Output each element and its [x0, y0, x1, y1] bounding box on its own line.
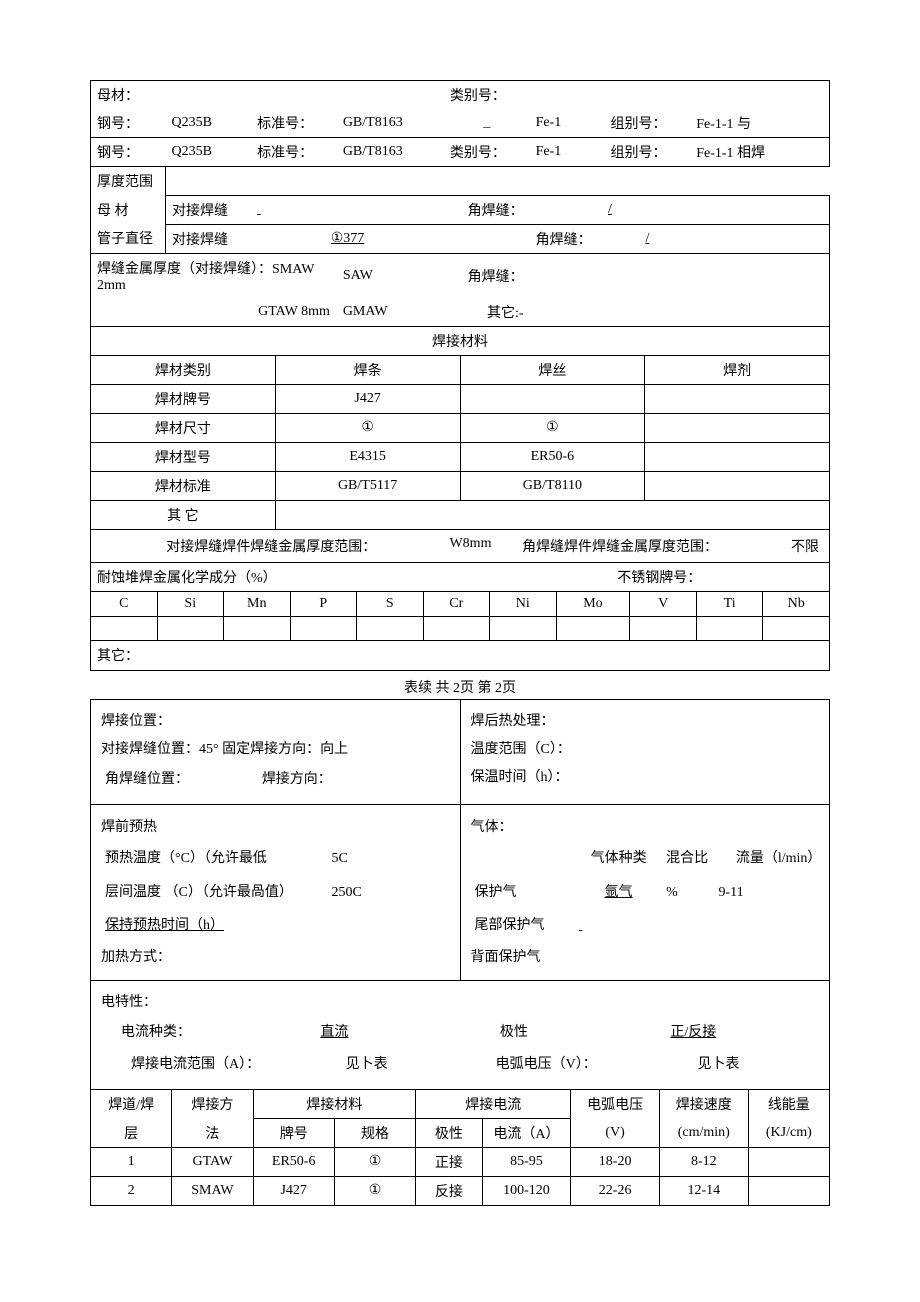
thk-title: 厚度范围: [91, 167, 166, 196]
cat1: Fe-1: [530, 109, 605, 138]
steel1: Q235B: [165, 109, 251, 138]
steel-lbl: 钢号：: [91, 109, 166, 138]
base-lbl: 母 材: [91, 195, 166, 224]
chem-table: 耐蚀堆焊金属化学成分（%） 不锈钢牌号： C Si Mn P S Cr Ni M…: [90, 563, 830, 641]
pwht-title: 焊后热处理：: [471, 708, 820, 736]
catsep: _: [444, 109, 530, 138]
grp-lbl: 组别号：: [605, 109, 691, 138]
gas-title: 气体：: [471, 813, 820, 842]
std-lbl: 标准号：: [251, 109, 337, 138]
base-material-table: 母材： 类别号： 钢号： Q235B 标准号： GB/T8163 _ Fe-1 …: [90, 80, 830, 356]
preheat-title: 焊前预热: [101, 813, 450, 842]
params-table: 焊道/焊 焊接方 焊接材料 焊接电流 电弧电压 焊接速度 线能量 层 法 牌号 …: [90, 1090, 830, 1206]
page-note: 表续 共 2页 第 2页: [90, 671, 830, 699]
table-row: 2 SMAW J427 ① 反接 100-120 22-26 12-14: [91, 1176, 830, 1205]
std1: GB/T8163: [337, 109, 444, 138]
other-row: 其它：: [90, 641, 830, 672]
bm-title: 母材：: [91, 81, 166, 110]
pipe-lbl: 管子直径: [91, 224, 166, 253]
position-table: 焊接位置： 对接焊缝位置：45° 固定焊接方向：向上 角焊缝位置： 焊接方向： …: [90, 699, 830, 1090]
welding-material-table: 焊材类别 焊条 焊丝 焊剂 焊材牌号 J427 焊材尺寸 ① ① 焊材型号 E4…: [90, 356, 830, 563]
elec-title: 电特性：: [101, 989, 819, 1017]
grp1: Fe-1-1 与: [690, 109, 829, 138]
bm-cat-lbl: 类别号：: [444, 81, 530, 110]
table-row: 1 GTAW ER50-6 ① 正接 85-95 18-20 8-12: [91, 1147, 830, 1176]
mat-title: 焊接材料: [91, 326, 830, 355]
pos-title: 焊接位置：: [101, 708, 450, 736]
